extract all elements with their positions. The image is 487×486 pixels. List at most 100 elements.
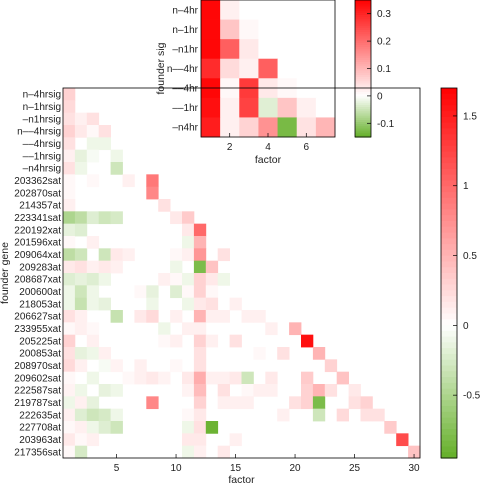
main-heatmap-cell xyxy=(277,347,290,360)
small-colorbar-band xyxy=(355,25,371,29)
main-heatmap-cell xyxy=(98,125,111,138)
main-heatmap-cell xyxy=(86,112,100,126)
main-heatmap-cell xyxy=(241,310,254,323)
main-heatmap-cell xyxy=(98,137,111,151)
main-heatmap-cell xyxy=(146,297,159,311)
main-heatmap-cell xyxy=(158,199,171,212)
small-colorbar-band xyxy=(355,107,371,110)
main-heatmap-cell xyxy=(182,445,195,459)
main-colorbar-band xyxy=(441,93,457,101)
main-y-tick-label: 202870sat xyxy=(14,188,61,199)
main-colorbar-band xyxy=(441,290,457,297)
main-y-tick-label: n––4hrsig xyxy=(17,127,61,138)
main-heatmap-cell xyxy=(63,310,76,323)
main-colorbar-tick-label: 0.5 xyxy=(463,251,477,262)
small-heatmap-x-label: factor xyxy=(255,154,282,166)
main-heatmap-cell xyxy=(193,408,207,422)
main-heatmap-cell xyxy=(134,310,147,323)
small-heatmap-cell xyxy=(258,19,278,40)
main-heatmap-cell xyxy=(301,384,314,397)
main-heatmap-x-ticks: 5 10 15 20 25 30 xyxy=(114,454,420,474)
main-heatmap-cell xyxy=(205,421,219,434)
main-heatmap-cell xyxy=(86,371,100,385)
main-y-tick-label: n–4hrsig xyxy=(23,90,61,101)
main-colorbar-band xyxy=(441,99,457,106)
main-heatmap-cell xyxy=(74,248,88,262)
main-colorbar-band xyxy=(441,105,457,112)
main-y-tick-label: 200853at xyxy=(19,349,61,360)
main-colorbar-band xyxy=(441,134,457,141)
main-heatmap-cell xyxy=(205,371,219,385)
main-colorbar-band xyxy=(441,330,457,338)
main-y-tick-label: 233955xat xyxy=(14,324,61,335)
main-colorbar-band xyxy=(441,157,457,164)
small-heatmap-cell xyxy=(258,39,278,60)
main-heatmap-cell xyxy=(229,433,242,447)
main-heatmap-cell xyxy=(74,433,88,447)
main-heatmap-cell xyxy=(170,248,183,262)
main-heatmap-cell xyxy=(241,384,254,397)
main-heatmap-cell xyxy=(110,310,123,323)
main-heatmap-cell xyxy=(63,359,76,373)
small-colorbar-band xyxy=(355,74,371,78)
main-heatmap-cell xyxy=(74,273,88,286)
main-colorbar-band xyxy=(441,197,457,205)
main-colorbar-band xyxy=(441,209,457,216)
main-y-tick-label: ––4hrsig xyxy=(23,139,61,150)
small-colorbar-band xyxy=(355,8,371,12)
main-y-tick-label: 200600at xyxy=(19,287,61,298)
main-colorbar-band xyxy=(441,238,457,245)
main-colorbar-band xyxy=(441,122,457,130)
main-heatmap-cell xyxy=(193,421,207,434)
main-y-tick-label: 217356sat xyxy=(14,447,61,458)
small-colorbar-band xyxy=(355,51,371,55)
main-y-tick-label: –n1hrsig xyxy=(23,114,61,125)
main-colorbar-band xyxy=(441,377,457,384)
small-heatmap-cell xyxy=(315,58,336,79)
main-heatmap-cell xyxy=(193,396,207,410)
main-heatmap-cell xyxy=(146,285,159,299)
main-heatmap-cell xyxy=(217,396,230,410)
small-y-tick-label: n–1hr xyxy=(172,25,198,36)
main-heatmap-cell xyxy=(98,273,111,286)
main-colorbar-band xyxy=(441,163,457,170)
main-heatmap-cell xyxy=(74,297,88,311)
main-heatmap-cell xyxy=(170,334,183,348)
main-heatmap-cell xyxy=(193,433,207,447)
small-y-tick-label: ––1hr xyxy=(172,103,198,114)
small-heatmap-cell xyxy=(239,97,259,118)
main-heatmap-cell xyxy=(193,347,207,360)
main-colorbar-band xyxy=(441,313,457,320)
small-colorbar-band xyxy=(355,44,371,48)
small-heatmap-cell xyxy=(296,0,317,20)
main-heatmap-cell xyxy=(86,211,100,225)
main-heatmap-cell xyxy=(74,445,88,459)
main-colorbar-band xyxy=(441,249,457,257)
small-heatmap-cell xyxy=(201,97,221,118)
main-heatmap-cell xyxy=(372,408,385,422)
small-heatmap-cell xyxy=(277,97,298,118)
main-colorbar-tick-label: -0.5 xyxy=(463,391,481,402)
small-colorbar-band xyxy=(355,10,371,14)
main-heatmap-cell xyxy=(63,260,76,274)
main-heatmap-cell xyxy=(63,223,76,237)
main-heatmap-cell xyxy=(86,273,100,286)
main-heatmap-cell xyxy=(158,273,171,286)
main-heatmap-cell xyxy=(170,260,183,274)
main-heatmap-cell xyxy=(122,174,135,188)
main-colorbar-band xyxy=(441,278,457,286)
main-x-tick-label: 15 xyxy=(230,463,242,474)
main-heatmap-cell xyxy=(98,421,111,434)
main-heatmap-cell xyxy=(253,310,266,323)
main-heatmap-cell xyxy=(312,408,326,422)
main-colorbar-ticks: 1.5 1 0.5 0 -0.5 xyxy=(453,111,481,402)
main-colorbar-band xyxy=(441,417,457,424)
small-colorbar-band xyxy=(355,70,371,74)
main-colorbar-band xyxy=(441,353,457,361)
main-colorbar-band xyxy=(441,365,457,372)
main-heatmap-cell xyxy=(86,347,100,360)
main-y-tick-label: 218053at xyxy=(19,299,61,310)
main-heatmap-cell xyxy=(182,248,195,262)
main-x-tick-label: 25 xyxy=(349,463,361,474)
small-colorbar-band xyxy=(355,98,371,102)
